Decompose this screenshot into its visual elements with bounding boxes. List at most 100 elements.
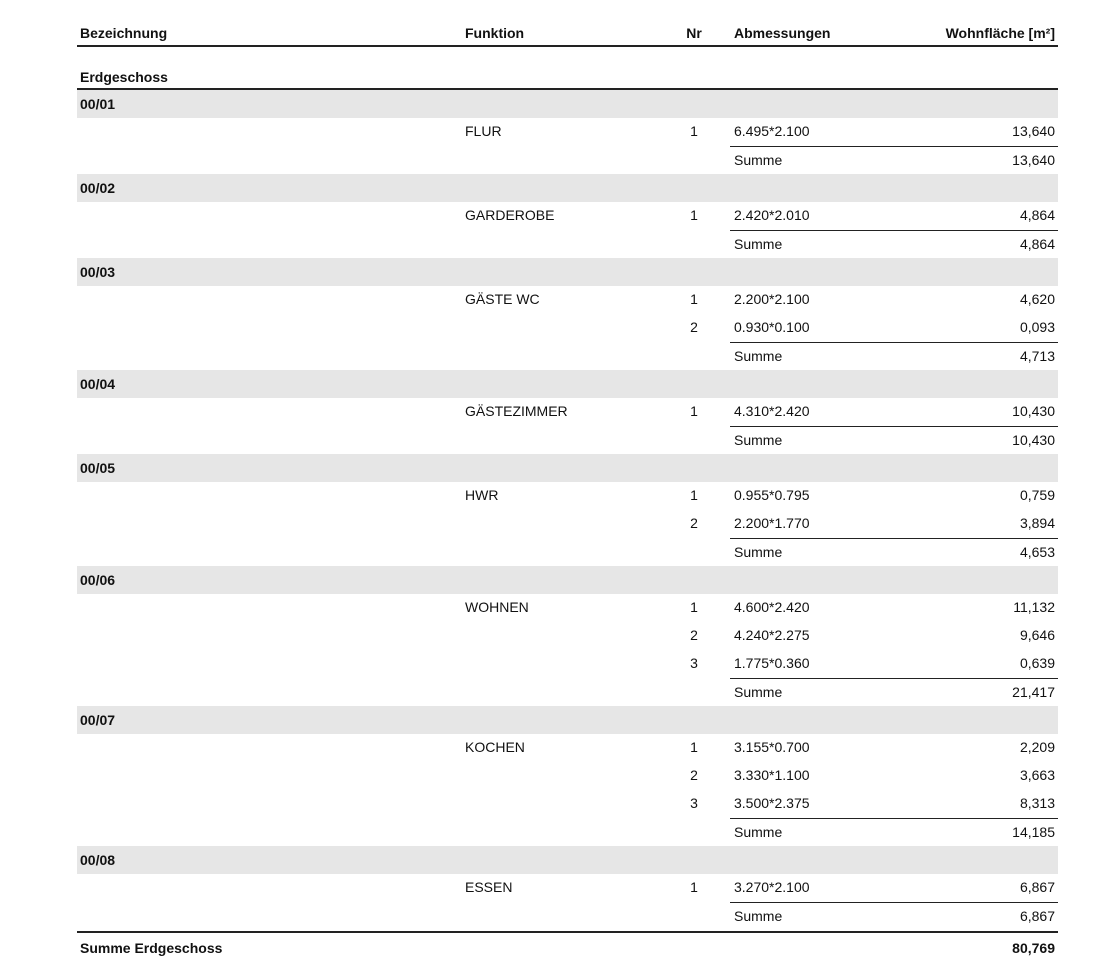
sum-rule xyxy=(730,426,1058,427)
room-id: 00/03 xyxy=(80,264,116,280)
item-nr: 3 xyxy=(690,655,698,671)
item-dimensions: 2.420*2.010 xyxy=(734,207,810,223)
item-nr: 1 xyxy=(690,739,698,755)
room-id: 00/04 xyxy=(80,376,116,392)
room-function: HWR xyxy=(465,487,499,503)
room-band xyxy=(77,846,1058,874)
sum-value: 6,867 xyxy=(1019,908,1055,924)
sum-value: 14,185 xyxy=(1012,824,1055,840)
item-nr: 1 xyxy=(690,599,698,615)
item-area: 3,894 xyxy=(1019,515,1055,531)
room-function: GÄSTE WC xyxy=(465,291,540,307)
item-nr: 1 xyxy=(690,123,698,139)
item-nr: 2 xyxy=(690,319,698,335)
room-band xyxy=(77,566,1058,594)
sum-label: Summe xyxy=(734,348,783,364)
room-id: 00/01 xyxy=(80,96,116,112)
item-area: 6,867 xyxy=(1019,879,1055,895)
room-function: ESSEN xyxy=(465,879,513,895)
item-dimensions: 4.310*2.420 xyxy=(734,403,810,419)
sum-label: Summe xyxy=(734,544,783,560)
item-dimensions: 2.200*2.100 xyxy=(734,291,810,307)
room-band xyxy=(77,370,1058,398)
sum-rule xyxy=(730,146,1058,147)
sum-value: 21,417 xyxy=(1012,684,1055,700)
room-function: WOHNEN xyxy=(465,599,529,615)
sum-value: 10,430 xyxy=(1012,432,1055,448)
item-dimensions: 3.155*0.700 xyxy=(734,739,810,755)
item-area: 4,620 xyxy=(1019,291,1055,307)
item-area: 13,640 xyxy=(1012,123,1055,139)
item-nr: 1 xyxy=(690,291,698,307)
item-dimensions: 1.775*0.360 xyxy=(734,655,810,671)
sum-label: Summe xyxy=(734,432,783,448)
column-header: Funktion xyxy=(465,25,525,41)
room-function: GÄSTEZIMMER xyxy=(465,403,568,419)
item-area: 8,313 xyxy=(1019,795,1055,811)
room-id: 00/02 xyxy=(80,180,116,196)
item-dimensions: 2.200*1.770 xyxy=(734,515,810,531)
sum-rule xyxy=(730,342,1058,343)
header-rule xyxy=(77,45,1058,47)
sum-rule xyxy=(730,538,1058,539)
item-nr: 2 xyxy=(690,767,698,783)
section-title: Erdgeschoss xyxy=(80,69,168,85)
sum-value: 4,864 xyxy=(1019,236,1055,252)
total-value: 80,769 xyxy=(1012,940,1055,956)
sum-label: Summe xyxy=(734,152,783,168)
item-area: 0,639 xyxy=(1019,655,1055,671)
item-area: 0,093 xyxy=(1019,319,1055,335)
item-dimensions: 0.930*0.100 xyxy=(734,319,810,335)
room-band xyxy=(77,90,1058,118)
item-area: 2,209 xyxy=(1019,739,1055,755)
item-nr: 1 xyxy=(690,207,698,223)
sum-value: 4,653 xyxy=(1019,544,1055,560)
item-nr: 1 xyxy=(690,403,698,419)
item-area: 9,646 xyxy=(1019,627,1055,643)
sum-value: 13,640 xyxy=(1012,152,1055,168)
sum-value: 4,713 xyxy=(1019,348,1055,364)
room-function: FLUR xyxy=(465,123,502,139)
item-nr: 1 xyxy=(690,487,698,503)
item-nr: 3 xyxy=(690,795,698,811)
total-rule xyxy=(77,931,1058,933)
item-area: 0,759 xyxy=(1019,487,1055,503)
section-rule xyxy=(77,88,1058,90)
item-area: 4,864 xyxy=(1019,207,1055,223)
item-dimensions: 3.500*2.375 xyxy=(734,795,810,811)
sum-rule xyxy=(730,902,1058,903)
item-area: 11,132 xyxy=(1013,599,1055,615)
item-area: 10,430 xyxy=(1012,403,1055,419)
item-dimensions: 3.270*2.100 xyxy=(734,879,810,895)
room-band xyxy=(77,706,1058,734)
item-nr: 1 xyxy=(690,879,698,895)
room-band xyxy=(77,174,1058,202)
total-label: Summe Erdgeschoss xyxy=(80,940,223,956)
item-dimensions: 0.955*0.795 xyxy=(734,487,810,503)
item-nr: 2 xyxy=(690,515,698,531)
room-band xyxy=(77,258,1058,286)
item-dimensions: 4.600*2.420 xyxy=(734,599,810,615)
sum-rule xyxy=(730,230,1058,231)
sum-label: Summe xyxy=(734,236,783,252)
column-header: Nr xyxy=(686,25,702,41)
column-header: Bezeichnung xyxy=(80,25,168,41)
sum-rule xyxy=(730,678,1058,679)
room-id: 00/08 xyxy=(80,852,116,868)
room-id: 00/07 xyxy=(80,712,116,728)
column-header: Wohnfläche [m²] xyxy=(945,25,1055,41)
sum-label: Summe xyxy=(734,824,783,840)
item-dimensions: 4.240*2.275 xyxy=(734,627,810,643)
item-dimensions: 6.495*2.100 xyxy=(734,123,810,139)
sum-label: Summe xyxy=(734,908,783,924)
sum-label: Summe xyxy=(734,684,783,700)
room-band xyxy=(77,454,1058,482)
item-area: 3,663 xyxy=(1019,767,1055,783)
item-nr: 2 xyxy=(690,627,698,643)
room-id: 00/06 xyxy=(80,572,116,588)
room-function: KOCHEN xyxy=(465,739,525,755)
sum-rule xyxy=(730,818,1058,819)
column-header: Abmessungen xyxy=(734,25,831,41)
room-function: GARDEROBE xyxy=(465,207,555,223)
